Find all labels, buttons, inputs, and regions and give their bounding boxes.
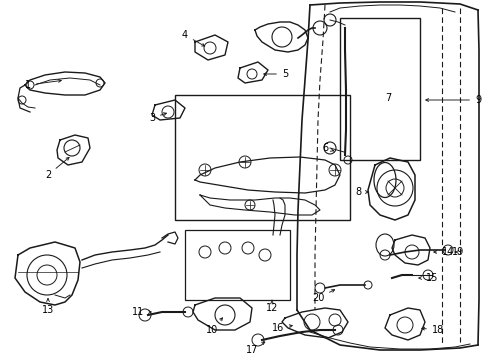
Text: 2: 2 xyxy=(45,157,69,180)
Text: 14: 14 xyxy=(434,247,454,257)
Text: 11: 11 xyxy=(132,307,151,317)
Text: 10: 10 xyxy=(206,318,222,335)
Text: 19: 19 xyxy=(452,247,464,257)
Text: 20: 20 xyxy=(312,290,335,303)
Text: 5: 5 xyxy=(264,69,288,79)
Text: 12: 12 xyxy=(266,300,278,313)
Text: 18: 18 xyxy=(422,325,444,335)
Text: 1: 1 xyxy=(25,80,61,90)
Text: 7: 7 xyxy=(385,93,391,103)
Bar xyxy=(340,18,420,160)
Text: 13: 13 xyxy=(42,299,54,315)
Text: 9: 9 xyxy=(426,95,481,105)
Text: 4: 4 xyxy=(182,30,205,46)
Text: 3: 3 xyxy=(149,113,167,123)
Text: 8: 8 xyxy=(355,187,368,197)
Bar xyxy=(175,95,350,220)
Text: 16: 16 xyxy=(272,323,292,333)
Text: 15: 15 xyxy=(419,273,438,283)
Bar xyxy=(185,230,290,300)
Text: 6: 6 xyxy=(322,143,334,153)
Text: 17: 17 xyxy=(246,342,265,355)
